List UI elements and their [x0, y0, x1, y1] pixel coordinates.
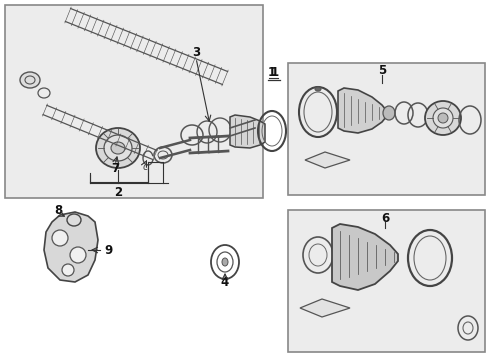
Polygon shape: [300, 299, 350, 317]
Ellipse shape: [70, 247, 86, 263]
Polygon shape: [305, 152, 350, 168]
Text: 6: 6: [381, 211, 389, 225]
Ellipse shape: [383, 106, 395, 120]
Ellipse shape: [433, 108, 453, 128]
Bar: [288, 63, 485, 195]
Text: c: c: [142, 162, 147, 172]
Bar: [288, 210, 485, 352]
Ellipse shape: [20, 72, 40, 88]
Ellipse shape: [104, 135, 132, 161]
Polygon shape: [44, 212, 98, 282]
Ellipse shape: [62, 264, 74, 276]
Polygon shape: [230, 115, 265, 148]
Text: 3: 3: [192, 45, 200, 58]
Ellipse shape: [222, 258, 228, 266]
Text: 1: 1: [271, 67, 279, 80]
Text: 4: 4: [221, 276, 229, 289]
Ellipse shape: [52, 230, 68, 246]
Ellipse shape: [96, 128, 140, 168]
Ellipse shape: [438, 113, 448, 123]
Ellipse shape: [425, 101, 461, 135]
Text: 9: 9: [104, 243, 112, 256]
Text: 2: 2: [114, 185, 122, 198]
Bar: [5, 5, 263, 198]
Text: 7: 7: [111, 162, 119, 175]
Text: 1: 1: [268, 66, 276, 78]
Ellipse shape: [111, 142, 125, 154]
Polygon shape: [332, 224, 398, 290]
Polygon shape: [338, 88, 386, 133]
Text: 5: 5: [378, 63, 386, 77]
Text: 8: 8: [54, 203, 62, 216]
Ellipse shape: [315, 87, 321, 91]
Ellipse shape: [67, 214, 81, 226]
